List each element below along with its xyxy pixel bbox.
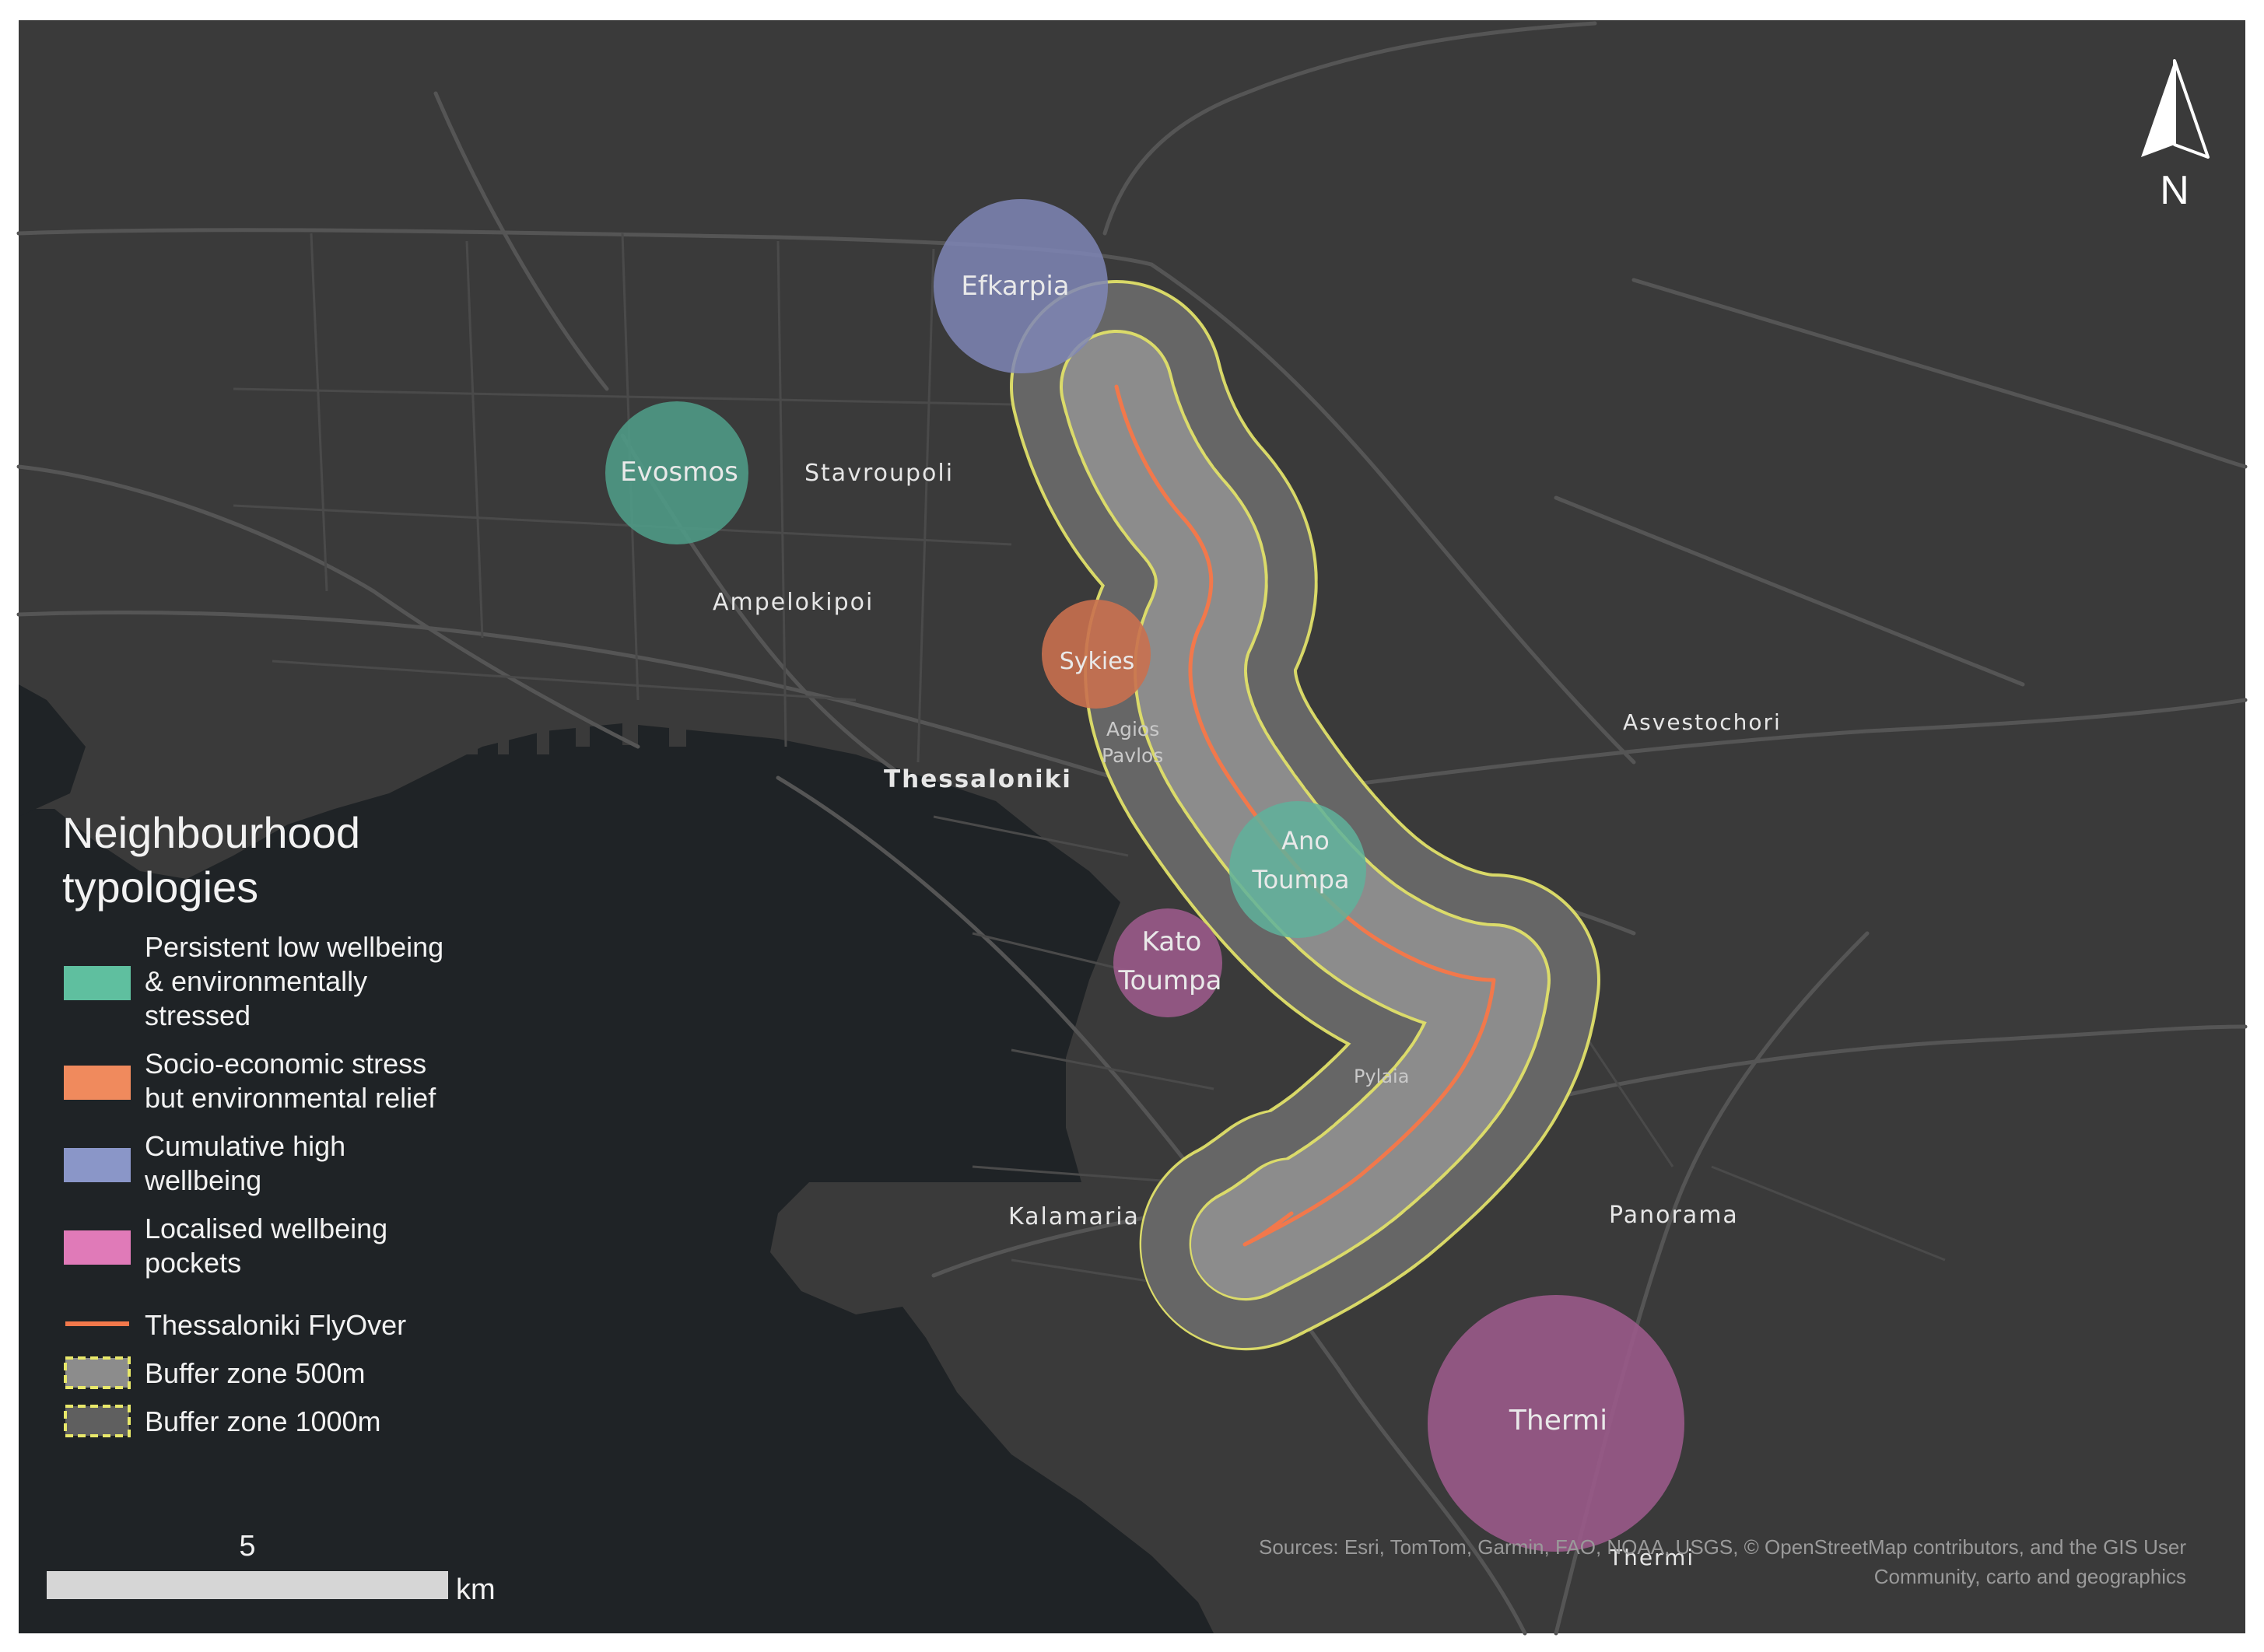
legend-label-socio-economic-2: but environmental relief	[145, 1082, 436, 1114]
legend-label-socio-economic-1: Socio-economic stress	[145, 1048, 426, 1080]
legend-label-buffer-1000: Buffer zone 1000m	[145, 1405, 381, 1437]
bubble-kato-toumpa[interactable]	[1113, 908, 1222, 1017]
label-kato-toumpa-line2: Toumpa	[1118, 965, 1222, 996]
legend: Neighbourhood typologies Persistent low …	[62, 808, 443, 1437]
place-pavlos: Pavlos	[1102, 744, 1163, 767]
legend-label-persistent-low-2: & environmentally	[145, 965, 367, 997]
sea-layer	[19, 723, 1214, 1633]
bubble-efkarpia[interactable]	[934, 199, 1108, 373]
flyover-line	[1114, 384, 1496, 1247]
attribution-line2: Community, carto and geographics	[1874, 1565, 2186, 1588]
legend-label-localised-1: Localised wellbeing	[145, 1213, 387, 1244]
place-agios: Agios	[1106, 718, 1159, 740]
north-arrow: N	[2141, 59, 2210, 213]
legend-title-line2: typologies	[62, 863, 258, 912]
coast-left	[19, 684, 86, 817]
legend-swatch-buffer-500	[64, 1356, 131, 1389]
label-thermi: Thermi	[1509, 1405, 1607, 1437]
legend-label-flyover: Thessaloniki FlyOver	[145, 1309, 406, 1341]
label-ano-toumpa-line1: Ano	[1281, 826, 1330, 856]
place-pylaia: Pylaia	[1354, 1066, 1409, 1087]
place-kalamaria: Kalamaria	[1008, 1203, 1140, 1230]
legend-label-persistent-low-1: Persistent low wellbeing	[145, 931, 443, 963]
legend-label-persistent-low-3: stressed	[145, 999, 251, 1031]
legend-swatch-cumulative-high	[64, 1148, 131, 1182]
label-evosmos: Evosmos	[620, 457, 738, 488]
legend-label-localised-2: pockets	[145, 1247, 241, 1279]
label-efkarpia: Efkarpia	[961, 271, 1069, 302]
legend-label-cumulative-high-1: Cumulative high	[145, 1130, 345, 1162]
bubble-evosmos[interactable]	[605, 401, 748, 544]
place-thermi-town: Thermi	[1608, 1545, 1694, 1570]
scale-bar-line	[47, 1571, 448, 1599]
north-label: N	[2160, 168, 2189, 213]
place-panorama: Panorama	[1609, 1202, 1739, 1229]
legend-label-buffer-500: Buffer zone 500m	[145, 1357, 366, 1389]
legend-swatch-socio-economic	[64, 1066, 131, 1100]
label-kato-toumpa-line1: Kato	[1142, 926, 1202, 957]
bubble-thermi[interactable]	[1428, 1295, 1684, 1552]
place-asvestochori: Asvestochori	[1623, 709, 1782, 735]
scale-bar-unit: km	[456, 1573, 496, 1606]
label-ano-toumpa-line2: Toumpa	[1251, 865, 1349, 894]
scale-bar-value: 5	[239, 1530, 255, 1563]
bubble-ano-toumpa[interactable]	[1229, 801, 1366, 938]
label-sykies: Sykies	[1060, 648, 1135, 675]
legend-swatch-localised	[64, 1230, 131, 1265]
minor-roads	[233, 233, 1946, 1293]
legend-swatch-persistent-low	[64, 966, 131, 1000]
attribution-line1: Sources: Esri, TomTom, Garmin, FAO, NOAA…	[1259, 1535, 2186, 1559]
legend-title-line1: Neighbourhood	[62, 808, 360, 857]
north-arrow-icon	[2141, 61, 2175, 157]
legend-swatch-buffer-1000	[64, 1405, 131, 1437]
port-area	[467, 700, 686, 754]
bubble-sykies[interactable]	[1042, 600, 1151, 709]
place-ampelokipoi: Ampelokipoi	[713, 589, 874, 616]
place-stavroupoli: Stavroupoli	[804, 460, 954, 487]
place-thessaloniki: Thessaloniki	[884, 765, 1072, 793]
scale-bar: 5 km	[47, 1530, 496, 1606]
legend-label-cumulative-high-2: wellbeing	[144, 1164, 261, 1196]
